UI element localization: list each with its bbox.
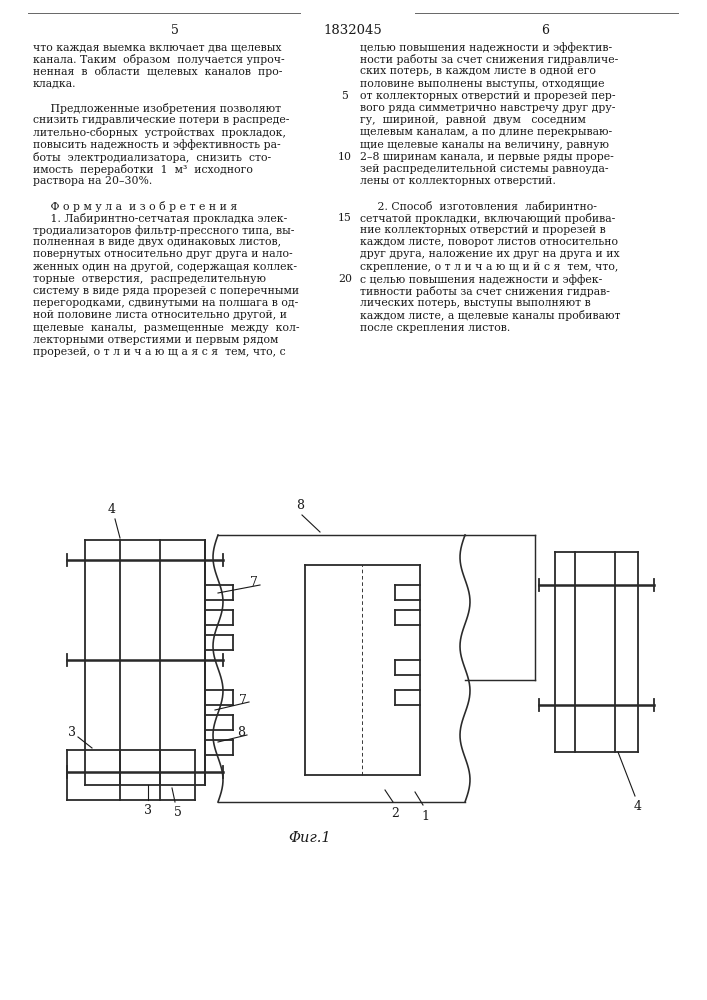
Text: 15: 15: [338, 213, 352, 223]
Text: ненная  в  области  щелевых  каналов  про-: ненная в области щелевых каналов про-: [33, 66, 282, 77]
Text: торные  отверстия,  распределительную: торные отверстия, распределительную: [33, 274, 266, 284]
Text: с целью повышения надежности и эффек-: с целью повышения надежности и эффек-: [360, 274, 602, 285]
Text: 10: 10: [338, 152, 352, 162]
Text: 6: 6: [541, 24, 549, 37]
Text: вого ряда симметрично навстречу друг дру-: вого ряда симметрично навстречу друг дру…: [360, 103, 615, 113]
Text: канала. Таким  образом  получается упроч-: канала. Таким образом получается упроч-: [33, 54, 285, 65]
Text: щелевые  каналы,  размещенные  между  кол-: щелевые каналы, размещенные между кол-: [33, 323, 300, 333]
Text: 5: 5: [171, 24, 179, 37]
Text: 3: 3: [68, 726, 76, 738]
Text: от коллекторных отверстий и прорезей пер-: от коллекторных отверстий и прорезей пер…: [360, 91, 616, 101]
Text: гу,  шириной,  равной  двум   соседним: гу, шириной, равной двум соседним: [360, 115, 586, 125]
Text: скрепление, о т л и ч а ю щ и й с я  тем, что,: скрепление, о т л и ч а ю щ и й с я тем,…: [360, 262, 619, 272]
Text: снизить гидравлические потери в распреде-: снизить гидравлические потери в распреде…: [33, 115, 289, 125]
Text: 4: 4: [634, 800, 642, 813]
Text: щие щелевые каналы на величину, равную: щие щелевые каналы на величину, равную: [360, 140, 609, 150]
Text: сетчатой прокладки, включающий пробива-: сетчатой прокладки, включающий пробива-: [360, 213, 615, 224]
Text: 3: 3: [144, 804, 152, 817]
Text: 1. Лабиринтно-сетчатая прокладка элек-: 1. Лабиринтно-сетчатая прокладка элек-: [33, 213, 287, 224]
Text: 5: 5: [174, 806, 182, 819]
Text: боты  электродиализатора,  снизить  сто-: боты электродиализатора, снизить сто-: [33, 152, 271, 163]
Text: каждом листе, поворот листов относительно: каждом листе, поворот листов относительн…: [360, 237, 618, 247]
Text: каждом листе, а щелевые каналы пробивают: каждом листе, а щелевые каналы пробивают: [360, 310, 621, 321]
Text: 1832045: 1832045: [324, 24, 382, 37]
Text: 8: 8: [296, 499, 304, 512]
Text: после скрепления листов.: после скрепления листов.: [360, 323, 510, 333]
Text: щелевым каналам, а по длине перекрываю-: щелевым каналам, а по длине перекрываю-: [360, 127, 612, 137]
Text: 2–8 ширинам канала, и первые ряды проре-: 2–8 ширинам канала, и первые ряды проре-: [360, 152, 614, 162]
Text: систему в виде ряда прорезей с поперечными: систему в виде ряда прорезей с поперечны…: [33, 286, 299, 296]
Text: повысить надежность и эффективность ра-: повысить надежность и эффективность ра-: [33, 140, 281, 150]
Text: лены от коллекторных отверстий.: лены от коллекторных отверстий.: [360, 176, 556, 186]
Text: прорезей, о т л и ч а ю щ а я с я  тем, что, с: прорезей, о т л и ч а ю щ а я с я тем, ч…: [33, 347, 286, 357]
Text: имость  переработки  1  м³  исходного: имость переработки 1 м³ исходного: [33, 164, 253, 175]
Text: 2: 2: [391, 807, 399, 820]
Text: ние коллекторных отверстий и прорезей в: ние коллекторных отверстий и прорезей в: [360, 225, 606, 235]
Text: ной половине листа относительно другой, и: ной половине листа относительно другой, …: [33, 310, 287, 320]
Text: зей распределительной системы равноуда-: зей распределительной системы равноуда-: [360, 164, 609, 174]
Text: половине выполнены выступы, отходящие: половине выполнены выступы, отходящие: [360, 79, 604, 89]
Text: 20: 20: [338, 274, 352, 284]
Text: 7: 7: [239, 694, 247, 706]
Text: Φиг.1: Φиг.1: [288, 831, 332, 845]
Text: лекторными отверстиями и первым рядом: лекторными отверстиями и первым рядом: [33, 335, 279, 345]
Text: тивности работы за счет снижения гидрав-: тивности работы за счет снижения гидрав-: [360, 286, 610, 297]
Text: ности работы за счет снижения гидравличе-: ности работы за счет снижения гидравличе…: [360, 54, 618, 65]
Text: лительно-сборных  устройствах  прокладок,: лительно-сборных устройствах прокладок,: [33, 127, 286, 138]
Text: 5: 5: [341, 91, 349, 101]
Text: 7: 7: [250, 576, 258, 588]
Text: Предложенные изобретения позволяют: Предложенные изобретения позволяют: [33, 103, 281, 114]
Text: раствора на 20–30%.: раствора на 20–30%.: [33, 176, 152, 186]
Text: ских потерь, в каждом листе в одной его: ских потерь, в каждом листе в одной его: [360, 66, 596, 76]
Text: кладка.: кладка.: [33, 79, 76, 89]
Text: тродиализаторов фильтр-прессного типа, вы-: тродиализаторов фильтр-прессного типа, в…: [33, 225, 294, 236]
Text: перегородками, сдвинутыми на полшага в од-: перегородками, сдвинутыми на полшага в о…: [33, 298, 298, 308]
Text: Ф о р м у л а  и з о б р е т е н и я: Ф о р м у л а и з о б р е т е н и я: [33, 201, 238, 212]
Text: 8: 8: [237, 726, 245, 740]
Text: 2. Способ  изготовления  лабиринтно-: 2. Способ изготовления лабиринтно-: [360, 201, 597, 212]
Text: женных один на другой, содержащая коллек-: женных один на другой, содержащая коллек…: [33, 262, 297, 272]
Text: 4: 4: [108, 503, 116, 516]
Text: 1: 1: [421, 810, 429, 823]
Text: целью повышения надежности и эффектив-: целью повышения надежности и эффектив-: [360, 42, 612, 53]
Text: что каждая выемка включает два щелевых: что каждая выемка включает два щелевых: [33, 42, 281, 52]
Text: повернутых относительно друг друга и нало-: повернутых относительно друг друга и нал…: [33, 249, 293, 259]
Text: полненная в виде двух одинаковых листов,: полненная в виде двух одинаковых листов,: [33, 237, 281, 247]
Text: лических потерь, выступы выполняют в: лических потерь, выступы выполняют в: [360, 298, 591, 308]
Text: друг друга, наложение их друг на друга и их: друг друга, наложение их друг на друга и…: [360, 249, 619, 259]
